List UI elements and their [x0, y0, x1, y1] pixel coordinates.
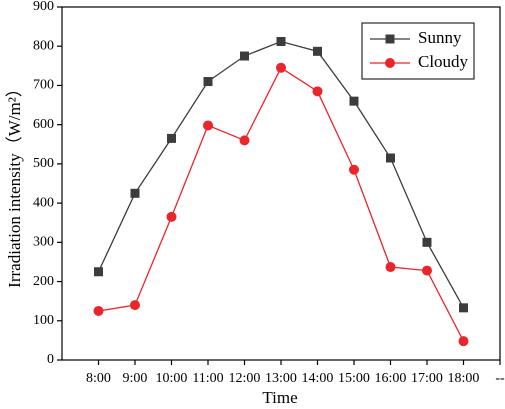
marker	[458, 336, 469, 347]
marker	[130, 300, 140, 311]
series-line	[97, 40, 465, 309]
y-tick-label: 0	[47, 352, 54, 367]
x-tick-label: 18:00	[448, 371, 480, 386]
y-tick-label: 900	[33, 0, 54, 14]
marker	[130, 188, 140, 198]
x-tick-label: 10:00	[156, 371, 188, 386]
marker	[94, 267, 103, 277]
marker	[203, 77, 213, 87]
marker	[422, 265, 432, 276]
marker	[93, 305, 104, 316]
marker	[167, 133, 176, 143]
marker	[422, 237, 432, 247]
series-line	[98, 66, 465, 342]
marker	[386, 153, 395, 163]
x-tick-label: 12:00	[229, 371, 261, 386]
y-tick-label: 700	[33, 78, 54, 93]
y-tick-label: 100	[33, 313, 54, 328]
marker	[349, 96, 359, 106]
y-tick-label: 500	[33, 156, 54, 171]
marker	[313, 46, 322, 56]
y-tick-label: 600	[33, 117, 54, 132]
legend-box	[361, 22, 475, 80]
marker	[385, 262, 396, 273]
x-tick-label: 8:00	[86, 371, 111, 386]
y-tick-label: 800	[33, 38, 54, 53]
marker	[203, 120, 213, 131]
x-tick-label: 16:00	[375, 371, 407, 386]
y-tick-label: 400	[33, 195, 54, 210]
marker	[276, 62, 286, 73]
marker	[276, 37, 286, 47]
legend-marker	[385, 58, 395, 68]
x-tick-label: 17:00	[411, 371, 443, 386]
x-tick-label: 13:00	[265, 371, 297, 386]
marker	[312, 86, 323, 97]
legend-label: Cloudy	[418, 52, 469, 71]
legend-marker	[385, 34, 395, 44]
marker	[240, 51, 249, 61]
marker	[349, 164, 359, 175]
y-axis-label: Irradiation intensity（W/m²）	[5, 80, 24, 288]
marker	[459, 303, 468, 313]
x-tick-label: 15:00	[338, 371, 370, 386]
x-tick-label: --	[495, 371, 505, 386]
x-tick-label: 14:00	[302, 371, 334, 386]
x-tick-label: 9:00	[123, 371, 148, 386]
marker	[239, 135, 250, 146]
marker	[166, 211, 177, 222]
x-axis-label: Time	[262, 388, 297, 407]
legend-label: Sunny	[418, 28, 462, 47]
y-tick-label: 200	[33, 274, 54, 289]
x-tick-label: 11:00	[192, 371, 223, 386]
y-tick-label: 300	[33, 235, 54, 250]
